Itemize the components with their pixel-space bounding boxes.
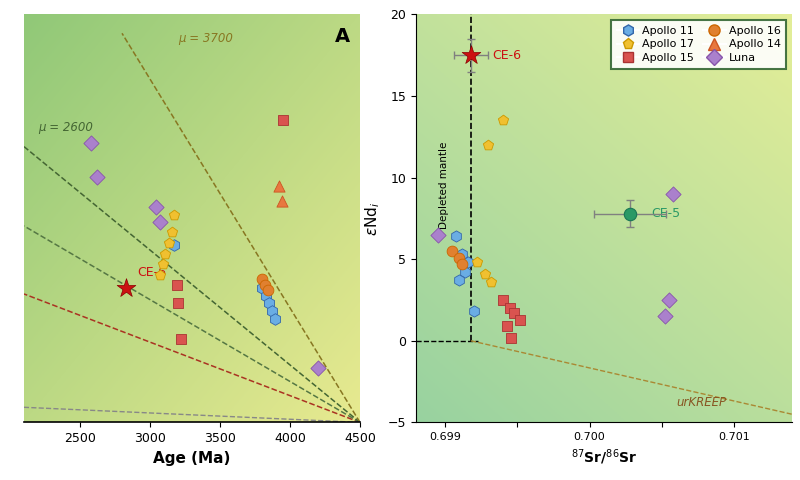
Point bbox=[277, 116, 290, 124]
Point bbox=[154, 271, 166, 279]
Point bbox=[162, 239, 175, 247]
Point bbox=[624, 210, 637, 217]
Legend: Apollo 11, Apollo 17, Apollo 15, Apollo 16, Apollo 14, Luna: Apollo 11, Apollo 17, Apollo 15, Apollo … bbox=[611, 20, 786, 69]
Point bbox=[260, 292, 273, 300]
Point bbox=[458, 268, 471, 276]
Point bbox=[262, 300, 275, 307]
Point bbox=[462, 259, 474, 266]
Point bbox=[159, 251, 172, 258]
Point bbox=[256, 275, 269, 283]
Text: A: A bbox=[334, 26, 350, 46]
X-axis label: Age (Ma): Age (Ma) bbox=[154, 451, 230, 466]
Point bbox=[501, 322, 514, 330]
Point bbox=[470, 259, 483, 266]
Point bbox=[485, 278, 498, 286]
Point bbox=[120, 285, 133, 292]
Text: Depleted mantle: Depleted mantle bbox=[439, 142, 450, 229]
Point bbox=[275, 198, 288, 205]
Point bbox=[496, 117, 509, 124]
Point bbox=[166, 228, 178, 236]
Point bbox=[149, 203, 162, 211]
Point bbox=[467, 308, 480, 315]
Point bbox=[168, 211, 181, 218]
Point bbox=[85, 139, 98, 147]
Point bbox=[465, 51, 478, 59]
Point bbox=[170, 281, 183, 288]
Point bbox=[508, 309, 521, 317]
Point bbox=[662, 296, 675, 304]
Text: μ = 3700: μ = 3700 bbox=[178, 33, 233, 46]
Text: urKREEP: urKREEP bbox=[677, 396, 727, 409]
Point bbox=[272, 182, 285, 190]
Point bbox=[431, 231, 444, 239]
Point bbox=[456, 251, 469, 258]
Point bbox=[456, 260, 469, 268]
Point bbox=[450, 232, 463, 240]
Point bbox=[453, 254, 466, 262]
Point bbox=[258, 281, 271, 288]
Point bbox=[667, 190, 680, 198]
Text: μ = 2600: μ = 2600 bbox=[38, 121, 93, 134]
Point bbox=[479, 270, 492, 278]
Point bbox=[658, 312, 671, 320]
Point bbox=[311, 364, 324, 372]
Point bbox=[268, 315, 281, 323]
Point bbox=[266, 307, 278, 315]
Point bbox=[446, 247, 458, 255]
Point bbox=[504, 304, 517, 312]
Y-axis label: $\varepsilon$Nd$_i$: $\varepsilon$Nd$_i$ bbox=[363, 201, 382, 236]
Point bbox=[482, 141, 494, 149]
Point bbox=[505, 334, 518, 341]
X-axis label: $^{87}$Sr/$^{86}$Sr: $^{87}$Sr/$^{86}$Sr bbox=[570, 448, 638, 467]
Point bbox=[171, 300, 184, 307]
Text: CE-6: CE-6 bbox=[138, 266, 166, 279]
Point bbox=[154, 218, 166, 226]
Point bbox=[261, 287, 274, 294]
Point bbox=[453, 276, 466, 284]
Point bbox=[514, 316, 526, 324]
Point bbox=[175, 336, 188, 343]
Point bbox=[167, 241, 180, 249]
Text: CE-5: CE-5 bbox=[652, 207, 681, 220]
Point bbox=[157, 260, 170, 267]
Point bbox=[90, 173, 103, 180]
Point bbox=[496, 296, 509, 304]
Point bbox=[256, 285, 269, 292]
Text: CE-6: CE-6 bbox=[493, 48, 522, 62]
